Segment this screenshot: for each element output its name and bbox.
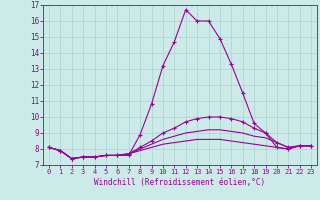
- X-axis label: Windchill (Refroidissement éolien,°C): Windchill (Refroidissement éolien,°C): [94, 178, 266, 187]
